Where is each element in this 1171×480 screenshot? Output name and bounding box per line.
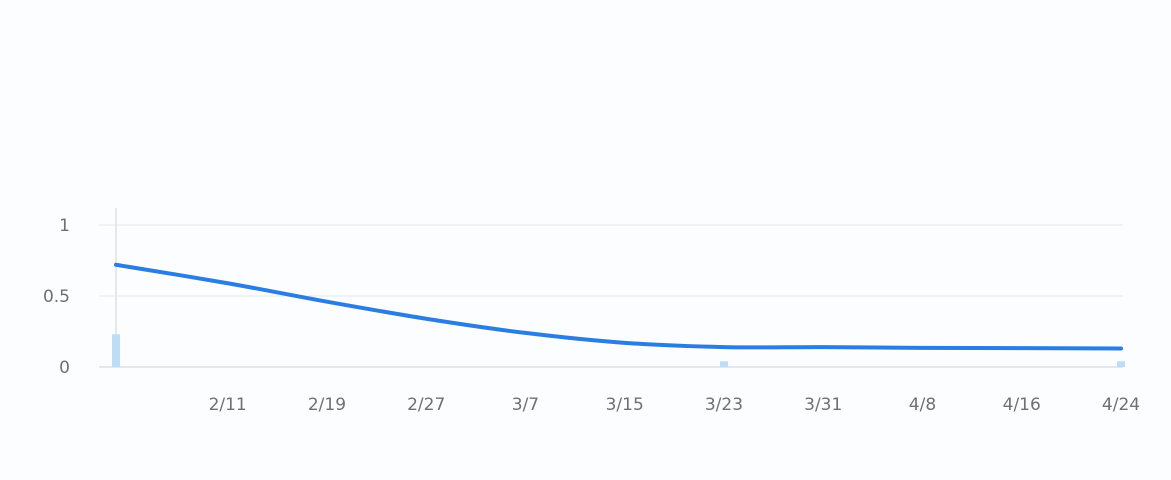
y-tick-label: 1	[59, 216, 70, 236]
x-tick-label: 2/19	[308, 395, 346, 415]
x-tick-label: 3/7	[512, 395, 539, 415]
x-tick-label: 4/8	[909, 395, 936, 415]
x-tick-label: 3/15	[606, 395, 644, 415]
grid-lines	[99, 224, 1123, 368]
x-tick-label: 3/23	[705, 395, 743, 415]
bar	[719, 361, 728, 367]
x-tick-label: 3/31	[804, 395, 842, 415]
bar	[112, 334, 120, 367]
x-tick-labels: 2/11 2/19 2/27 3/7 3/15 3/23 3/31 4/8 4/16 4/24	[209, 395, 1141, 415]
bar-series	[112, 334, 1125, 367]
x-tick-label: 2/27	[407, 395, 445, 415]
x-tick-label: 4/16	[1003, 395, 1041, 415]
x-tick-label: 2/11	[209, 395, 247, 415]
y-tick-labels: 00.51	[43, 216, 70, 378]
line-series	[114, 262, 1123, 351]
bar	[1117, 361, 1125, 367]
y-tick-label: 0.5	[43, 287, 70, 307]
series-line	[114, 262, 1123, 351]
y-tick-label: 0	[59, 358, 70, 378]
x-tick-label: 4/24	[1102, 395, 1140, 415]
